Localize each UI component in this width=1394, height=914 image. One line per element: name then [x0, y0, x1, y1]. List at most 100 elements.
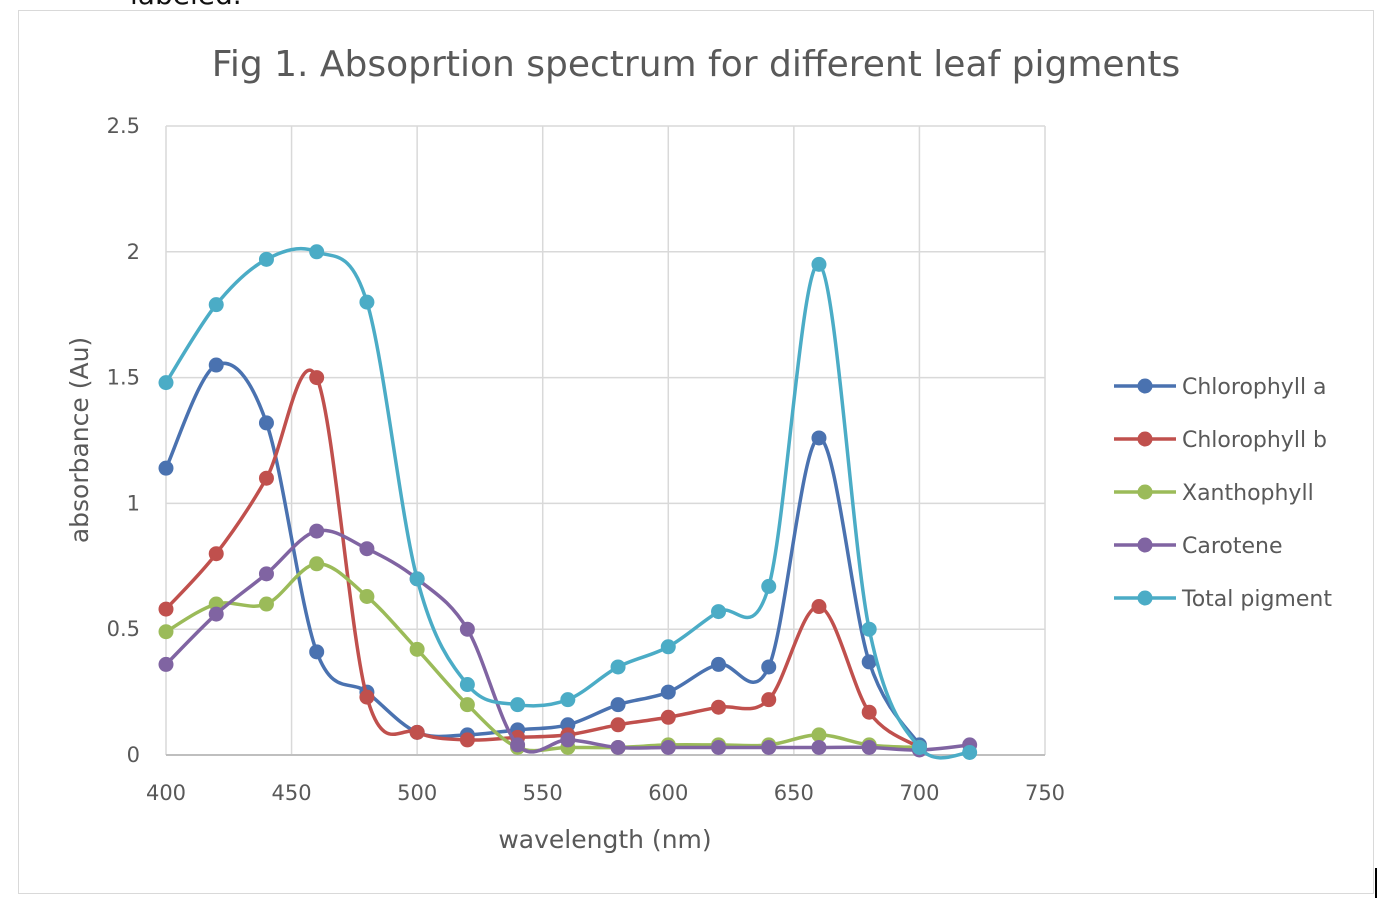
chart-frame [18, 10, 1374, 894]
data-point [309, 644, 325, 660]
data-point [309, 244, 325, 260]
legend-marker [1137, 590, 1153, 606]
data-point [811, 430, 827, 446]
data-point [359, 541, 375, 557]
data-point [811, 739, 827, 755]
y-tick-label: 1.5 [107, 366, 140, 390]
data-point [309, 370, 325, 386]
legend-label: Total pigment [1181, 587, 1332, 612]
data-point [711, 739, 727, 755]
x-tick-label: 500 [397, 781, 437, 805]
data-point [309, 523, 325, 539]
data-point [258, 470, 274, 486]
x-tick-label: 400 [146, 781, 186, 805]
data-point [258, 566, 274, 582]
data-point [409, 724, 425, 740]
legend-item-total-pigment: Total pigment [1114, 587, 1332, 612]
data-point [459, 697, 475, 713]
series-line [164, 368, 921, 749]
data-point [811, 256, 827, 272]
data-point [359, 294, 375, 310]
data-point [711, 656, 727, 672]
x-tick-label: 750 [1025, 781, 1065, 805]
legend: Chlorophyll a Chlorophyll b Xanthophyll Car… [1114, 375, 1332, 612]
series-chlorophyll-a [158, 357, 927, 753]
data-point [861, 704, 877, 720]
x-tick-label: 600 [648, 781, 688, 805]
data-point [560, 692, 576, 708]
data-point [409, 571, 425, 587]
data-point [861, 621, 877, 637]
data-point [660, 639, 676, 655]
chart-title: Fig 1. Absoprtion spectrum for different… [212, 44, 1181, 85]
y-tick-label: 0.5 [107, 617, 140, 641]
x-tick-label: 700 [899, 781, 939, 805]
y-tick-label: 1 [127, 491, 140, 515]
data-point [258, 596, 274, 612]
data-point [158, 601, 174, 617]
data-point [158, 460, 174, 476]
tick-labels: 400 450 500 550 600 650 700 750 0 0.5 1 1.5 2 2.5 [107, 114, 1065, 805]
data-point [158, 624, 174, 640]
legend-marker [1137, 378, 1153, 394]
data-point [359, 588, 375, 604]
data-point [610, 739, 626, 755]
data-point [208, 546, 224, 562]
data-point [309, 556, 325, 572]
data-point [761, 692, 777, 708]
legend-item-chlorophyll-a: Chlorophyll a [1114, 375, 1327, 400]
legend-item-carotene: Carotene [1114, 534, 1283, 559]
data-point [861, 739, 877, 755]
series-total-pigment [158, 244, 978, 760]
x-tick-label: 450 [272, 781, 312, 805]
y-axis-label: absorbance (Au) [65, 337, 94, 543]
data-point [459, 732, 475, 748]
data-point [962, 744, 978, 760]
data-point [660, 739, 676, 755]
legend-marker [1137, 484, 1153, 500]
data-point [510, 737, 526, 753]
legend-label: Carotene [1182, 534, 1283, 559]
data-point [409, 641, 425, 657]
legend-label: Xanthophyll [1182, 481, 1314, 506]
data-point [208, 606, 224, 622]
data-point [660, 684, 676, 700]
y-tick-label: 0 [127, 743, 140, 767]
data-point [258, 415, 274, 431]
series-group [158, 244, 978, 760]
data-point [158, 656, 174, 672]
data-point [158, 375, 174, 391]
data-point [660, 709, 676, 725]
text-cursor [1375, 868, 1377, 898]
x-tick-label: 550 [523, 781, 563, 805]
clipped-caption-text: labeled. [130, 0, 242, 11]
data-point [208, 357, 224, 373]
legend-label: Chlorophyll a [1182, 375, 1327, 400]
data-point [610, 659, 626, 675]
data-point [560, 732, 576, 748]
data-point [610, 717, 626, 733]
legend-item-xanthophyll: Xanthophyll [1114, 481, 1314, 506]
legend-item-chlorophyll-b: Chlorophyll b [1114, 428, 1327, 453]
data-point [711, 604, 727, 620]
data-point [811, 599, 827, 615]
y-tick-label: 2 [127, 240, 140, 264]
data-point [459, 677, 475, 693]
data-point [258, 251, 274, 267]
x-axis-label: wavelength (nm) [498, 825, 711, 854]
data-point [761, 578, 777, 594]
legend-marker [1137, 431, 1153, 447]
data-point [359, 689, 375, 705]
legend-marker [1137, 537, 1153, 553]
data-point [510, 697, 526, 713]
gridlines [165, 125, 1046, 756]
y-tick-label: 2.5 [107, 114, 140, 138]
data-point [761, 659, 777, 675]
data-point [610, 697, 626, 713]
data-point [911, 739, 927, 755]
x-tick-label: 650 [774, 781, 814, 805]
legend-label: Chlorophyll b [1182, 428, 1327, 453]
data-point [861, 654, 877, 670]
data-point [761, 739, 777, 755]
